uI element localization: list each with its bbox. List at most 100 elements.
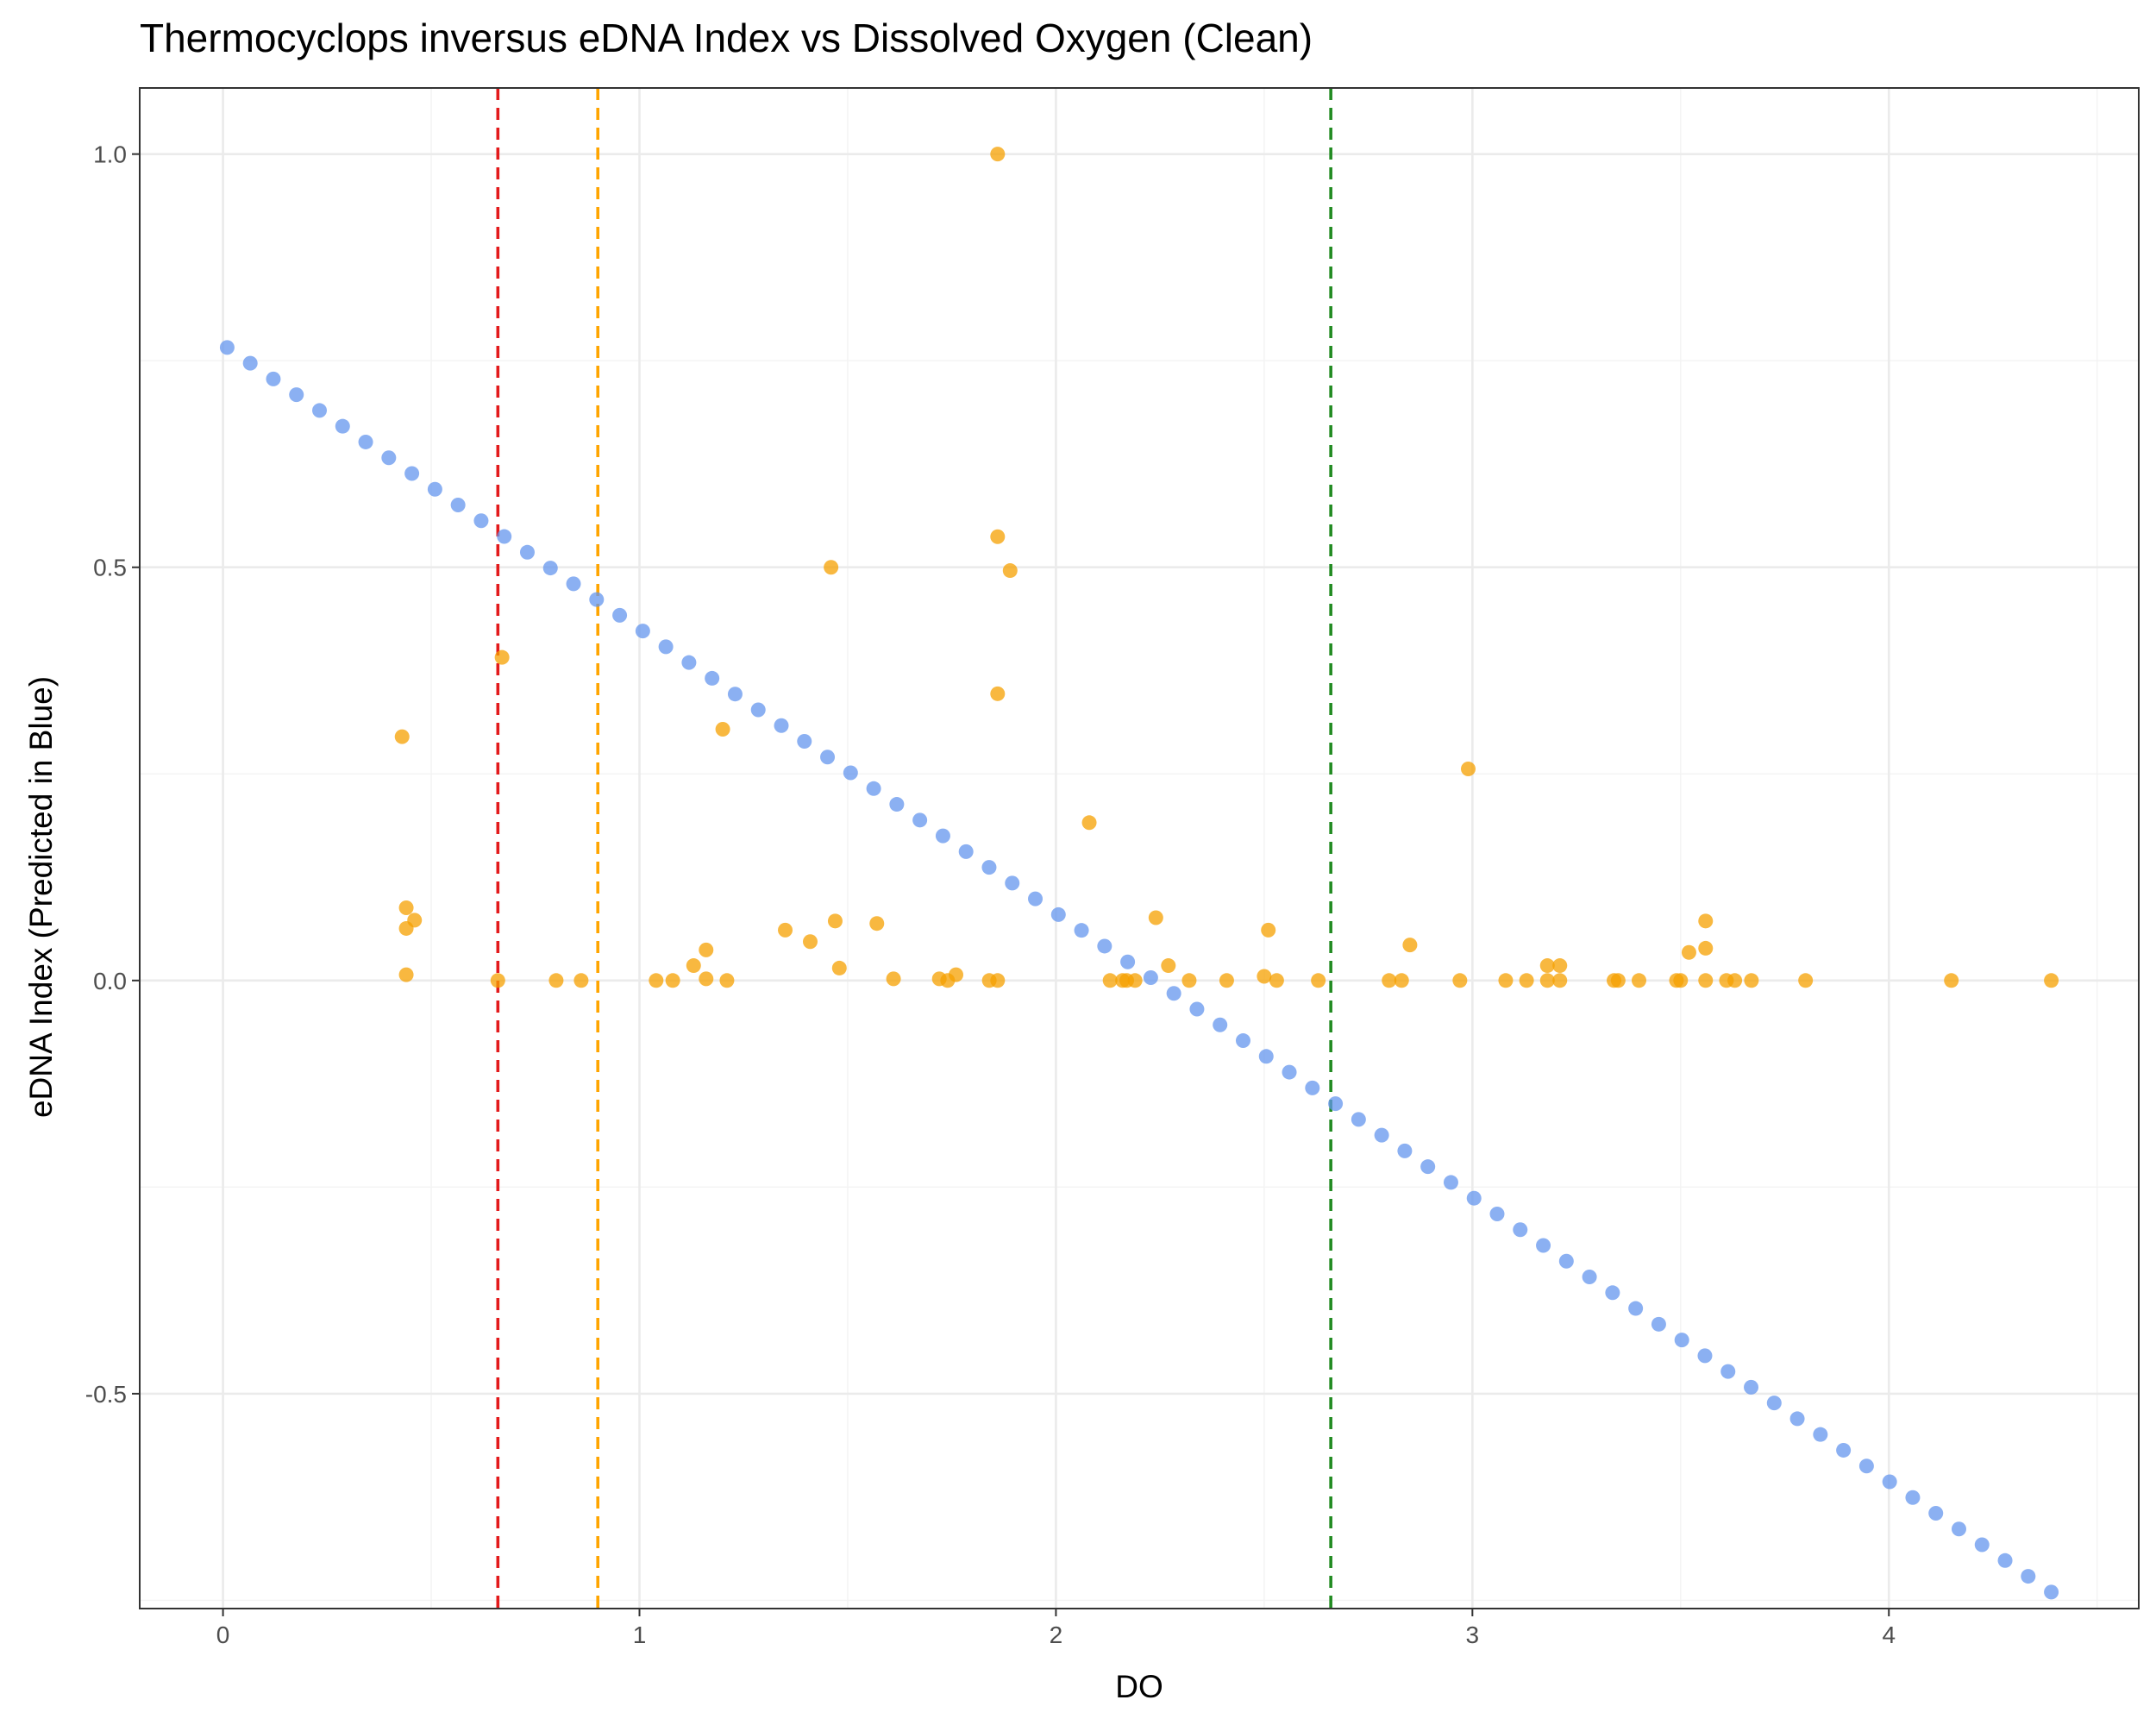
predicted-point bbox=[658, 639, 674, 655]
predicted-point bbox=[1766, 1396, 1782, 1411]
predicted-point bbox=[1858, 1458, 1874, 1474]
x-tick-label: 4 bbox=[1882, 1622, 1896, 1648]
observed-point bbox=[1744, 973, 1759, 988]
predicted-point bbox=[519, 544, 535, 560]
observed-point bbox=[398, 900, 414, 915]
observed-point bbox=[573, 973, 589, 988]
observed-point bbox=[1081, 815, 1097, 831]
predicted-point bbox=[1420, 1159, 1436, 1175]
predicted-point bbox=[566, 576, 581, 592]
predicted-point bbox=[1997, 1552, 2013, 1568]
chart-title: Thermocyclops inversus eDNA Index vs Dis… bbox=[140, 16, 1313, 60]
observed-point bbox=[1127, 973, 1143, 988]
predicted-point bbox=[1905, 1490, 1921, 1505]
observed-point bbox=[1219, 973, 1234, 988]
observed-point bbox=[1311, 973, 1326, 988]
predicted-point bbox=[404, 466, 420, 481]
observed-point bbox=[1148, 910, 1163, 925]
predicted-point bbox=[1951, 1521, 1966, 1537]
observed-point bbox=[715, 722, 730, 737]
observed-point bbox=[398, 920, 414, 936]
predicted-point bbox=[727, 687, 743, 702]
axis-ticks: 0 1 2 3 4 -0.5 0.0 0.5 1.0 bbox=[85, 141, 1896, 1648]
predicted-point bbox=[1397, 1143, 1413, 1158]
predicted-point bbox=[1651, 1316, 1666, 1332]
x-tick-label: 1 bbox=[633, 1622, 647, 1648]
predicted-point bbox=[242, 355, 258, 371]
observed-point bbox=[1552, 973, 1568, 988]
observed-point bbox=[1698, 973, 1714, 988]
predicted-point bbox=[335, 418, 350, 434]
predicted-point bbox=[1235, 1033, 1250, 1049]
predicted-point bbox=[1697, 1348, 1713, 1364]
observed-point bbox=[398, 967, 414, 982]
observed-point bbox=[802, 934, 818, 950]
predicted-point bbox=[219, 340, 235, 355]
observed-point bbox=[1798, 973, 1814, 988]
predicted-point bbox=[1189, 1001, 1205, 1017]
predicted-point bbox=[612, 607, 628, 623]
predicted-point bbox=[1489, 1206, 1505, 1221]
predicted-point bbox=[981, 860, 997, 875]
predicted-point bbox=[381, 450, 397, 466]
predicted-point bbox=[1282, 1064, 1297, 1080]
observed-point bbox=[1727, 973, 1743, 988]
observed-point bbox=[1698, 940, 1714, 956]
observed-point bbox=[827, 913, 843, 929]
predicted-point bbox=[1674, 1333, 1689, 1348]
observed-point bbox=[1539, 958, 1555, 974]
y-tick-label: 1.0 bbox=[93, 141, 127, 168]
predicted-point bbox=[358, 434, 373, 449]
predicted-point bbox=[635, 624, 650, 639]
y-tick-label: 0.0 bbox=[93, 968, 127, 994]
predicted-point bbox=[1836, 1442, 1852, 1458]
predicted-point bbox=[1213, 1017, 1228, 1032]
predicted-point bbox=[889, 797, 905, 812]
predicted-point bbox=[958, 844, 974, 859]
predicted-point bbox=[1443, 1175, 1458, 1190]
predicted-point bbox=[1305, 1080, 1320, 1095]
observed-point bbox=[1269, 973, 1284, 988]
x-tick-label: 0 bbox=[216, 1622, 230, 1648]
predicted-point bbox=[1166, 986, 1181, 1001]
observed-point bbox=[990, 686, 1006, 701]
x-tick-label: 2 bbox=[1050, 1622, 1063, 1648]
observed-point bbox=[1673, 973, 1689, 988]
observed-point bbox=[1944, 973, 1959, 988]
observed-point bbox=[990, 973, 1006, 988]
observed-point bbox=[1610, 973, 1626, 988]
observed-point bbox=[1257, 969, 1272, 984]
predicted-point bbox=[1466, 1190, 1482, 1206]
observed-point bbox=[665, 973, 680, 988]
observed-point bbox=[1519, 973, 1534, 988]
observed-point bbox=[490, 973, 505, 988]
predicted-point bbox=[1028, 891, 1044, 906]
predicted-point bbox=[1928, 1506, 1944, 1521]
predicted-point bbox=[1050, 906, 1066, 922]
observed-point bbox=[886, 971, 901, 987]
predicted-point bbox=[1605, 1285, 1620, 1301]
observed-point bbox=[1698, 913, 1714, 929]
observed-point bbox=[1552, 958, 1568, 974]
predicted-point bbox=[1097, 938, 1112, 954]
predicted-point bbox=[1374, 1127, 1389, 1143]
observed-point bbox=[1002, 563, 1018, 579]
predicted-point bbox=[1813, 1427, 1828, 1442]
predicted-point bbox=[1513, 1222, 1528, 1238]
predicted-point bbox=[2044, 1584, 2059, 1600]
observed-point bbox=[990, 529, 1006, 544]
predicted-point bbox=[1143, 969, 1158, 985]
predicted-point bbox=[1744, 1379, 1759, 1395]
observed-point bbox=[1382, 973, 1397, 988]
predicted-point bbox=[681, 655, 697, 670]
predicted-point bbox=[843, 765, 858, 781]
observed-point bbox=[831, 960, 847, 975]
predicted-point bbox=[1258, 1049, 1274, 1064]
observed-point bbox=[1261, 922, 1276, 938]
predicted-point bbox=[1005, 875, 1020, 891]
predicted-point bbox=[289, 387, 304, 403]
x-tick-label: 3 bbox=[1466, 1622, 1480, 1648]
observed-point bbox=[394, 729, 410, 744]
predicted-point bbox=[542, 561, 558, 576]
